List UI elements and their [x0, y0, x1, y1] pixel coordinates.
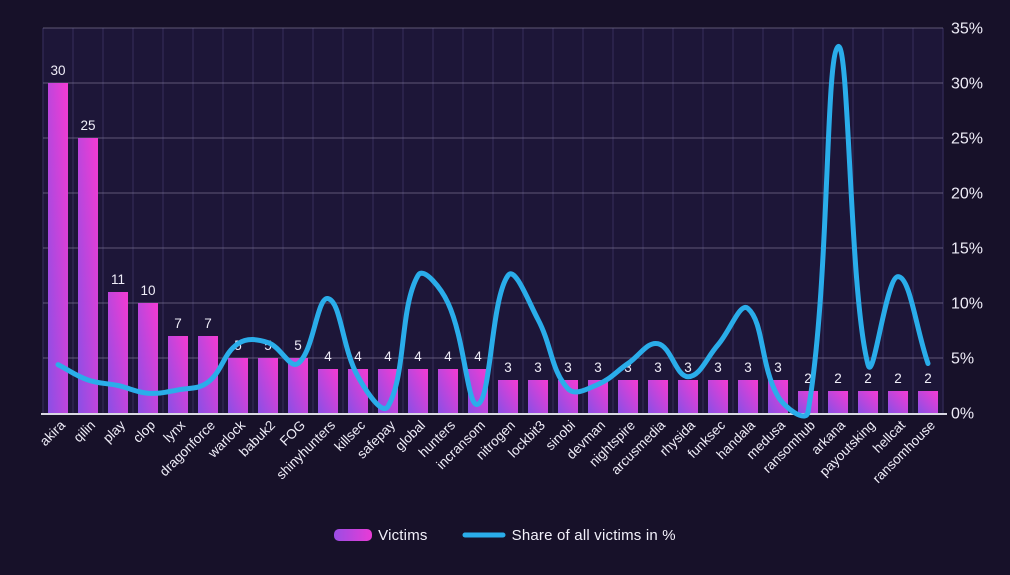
bar-value-label-akira: 30 [50, 63, 65, 78]
bar-value-label-babuk2: 5 [264, 338, 272, 353]
bar-rhysida[interactable] [678, 380, 698, 413]
bar-qilin[interactable] [78, 138, 98, 413]
bar-ransomhouse[interactable] [918, 391, 938, 413]
y-axis-tick-15: 15% [951, 241, 983, 258]
x-axis-label-qilin: qilin [71, 418, 99, 446]
bar-value-label-FOG: 5 [294, 338, 302, 353]
bar-lockbit3[interactable] [528, 380, 548, 413]
bar-value-label-payoutsking: 2 [864, 371, 872, 386]
x-axis-label-clop: clop [130, 418, 158, 446]
bar-value-label-nightspire: 3 [624, 360, 632, 375]
bar-dragonforce[interactable] [198, 336, 218, 413]
bar-value-label-global: 4 [414, 349, 422, 364]
bar-value-label-ransomhouse: 2 [924, 371, 932, 386]
chart-legend: Victims Share of all victims in % [0, 521, 1010, 549]
bar-sinobi[interactable] [558, 380, 578, 413]
bar-FOG[interactable] [288, 358, 308, 413]
bar-value-label-safepay: 4 [384, 349, 392, 364]
bar-handala[interactable] [738, 380, 758, 413]
bar-value-label-dragonforce: 7 [204, 316, 212, 331]
bar-value-label-hunters: 4 [444, 349, 452, 364]
bar-global[interactable] [408, 369, 428, 413]
bar-clop[interactable] [138, 303, 158, 413]
bar-nitrogen[interactable] [498, 380, 518, 413]
bar-hunters[interactable] [438, 369, 458, 413]
bar-value-label-hellcat: 2 [894, 371, 902, 386]
bar-killsec[interactable] [348, 369, 368, 413]
bar-value-label-qilin: 25 [80, 118, 95, 133]
bar-nightspire[interactable] [618, 380, 638, 413]
bar-value-label-killsec: 4 [354, 349, 362, 364]
bar-value-label-medusa: 3 [774, 360, 782, 375]
bar-value-label-devman: 3 [594, 360, 602, 375]
bar-value-label-play: 11 [111, 272, 125, 287]
bar-value-label-funksec: 3 [714, 360, 722, 375]
share-line-swatch-icon [462, 532, 506, 538]
bar-hellcat[interactable] [888, 391, 908, 413]
y-axis-tick-20: 20% [951, 186, 983, 203]
bar-value-label-ransomhub: 2 [804, 371, 812, 386]
y-axis-tick-0: 0% [951, 406, 974, 423]
bar-arcusmedia[interactable] [648, 380, 668, 413]
y-axis-tick-30: 30% [951, 76, 983, 93]
legend-item-victims[interactable]: Victims [334, 527, 427, 544]
bar-value-label-lynx: 7 [174, 316, 182, 331]
bar-value-label-lockbit3: 3 [534, 360, 542, 375]
bar-value-label-clop: 10 [140, 283, 155, 298]
bar-akira[interactable] [48, 83, 68, 413]
y-axis-tick-25: 25% [951, 131, 983, 148]
bar-funksec[interactable] [708, 380, 728, 413]
bar-payoutsking[interactable] [858, 391, 878, 413]
bar-babuk2[interactable] [258, 358, 278, 413]
legend-item-share[interactable]: Share of all victims in % [462, 527, 676, 544]
bar-arkana[interactable] [828, 391, 848, 413]
y-axis-tick-5: 5% [951, 351, 974, 368]
legend-label-share: Share of all victims in % [511, 526, 676, 544]
bar-shinyhunters[interactable] [318, 369, 338, 413]
share-of-victims-line[interactable] [55, 44, 931, 419]
y-axis-tick-35: 35% [951, 21, 983, 38]
bar-warlock[interactable] [228, 358, 248, 413]
legend-label-victims: Victims [378, 526, 428, 544]
bar-value-label-nitrogen: 3 [504, 360, 512, 375]
bar-value-label-sinobi: 3 [564, 360, 572, 375]
bar-value-label-arcusmedia: 3 [654, 360, 662, 375]
bar-play[interactable] [108, 292, 128, 413]
y-axis-tick-10: 10% [951, 296, 983, 313]
x-axis-label-akira: akira [37, 417, 69, 449]
bar-value-label-arkana: 2 [834, 371, 842, 386]
bar-value-label-rhysida: 3 [684, 360, 692, 375]
bar-value-label-shinyhunters: 4 [324, 349, 332, 364]
bar-value-label-incransom: 4 [474, 349, 482, 364]
bar-lynx[interactable] [168, 336, 188, 413]
bar-value-label-handala: 3 [744, 360, 752, 375]
victims-bar-swatch-icon [334, 529, 373, 541]
x-axis-label-play: play [100, 417, 128, 445]
